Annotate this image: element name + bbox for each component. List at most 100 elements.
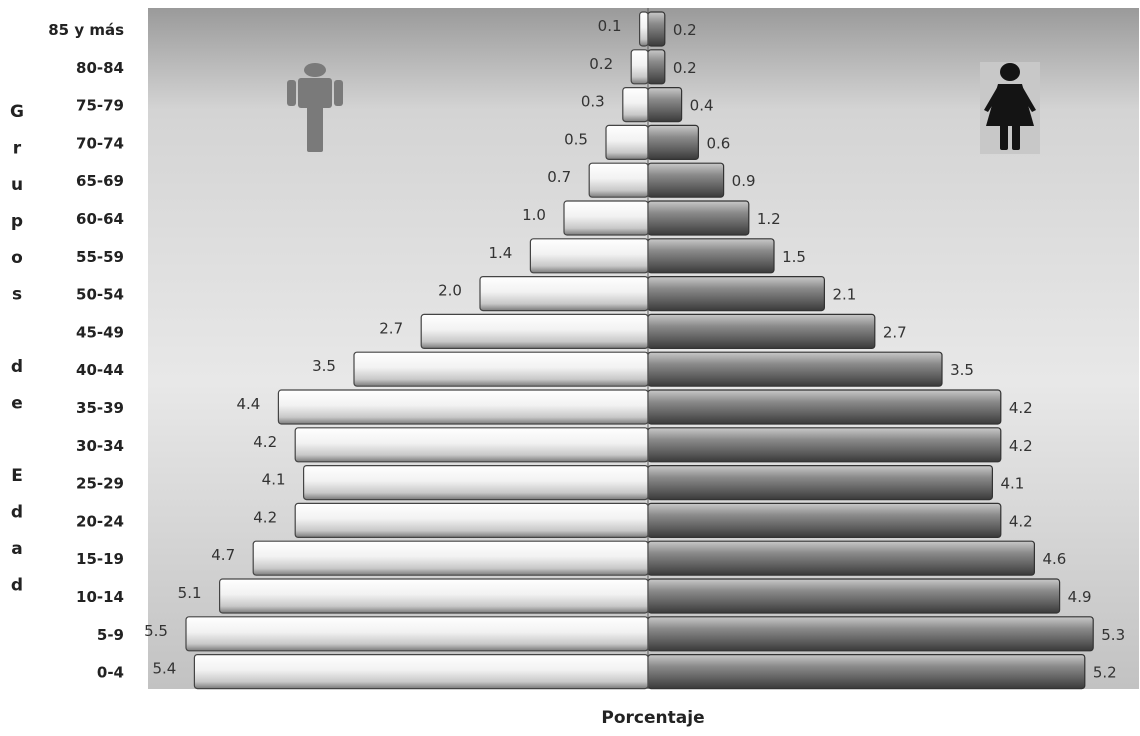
category-label: 10-14: [76, 588, 124, 606]
value-label-left: 4.7: [211, 546, 235, 564]
category-label: 25-29: [76, 475, 124, 493]
value-label-right: 5.3: [1101, 626, 1125, 644]
category-label: 35-39: [76, 399, 124, 417]
value-label-left: 4.2: [253, 508, 277, 526]
bar-right-15: [647, 578, 1061, 614]
bar-right-12: [647, 465, 993, 501]
x-axis-label: Porcentaje: [601, 708, 704, 728]
value-label-right: 0.9: [732, 172, 756, 190]
bar-right-2: [647, 86, 683, 123]
y-axis-label-letter: u: [11, 175, 23, 195]
bar-right-7: [647, 276, 825, 312]
value-label-left: 4.4: [236, 395, 260, 413]
y-axis-label-letter: d: [11, 357, 23, 377]
value-label-right: 2.1: [832, 286, 856, 304]
category-label: 70-74: [76, 134, 124, 152]
bar-left-6: [529, 238, 649, 274]
y-axis-label-letter: p: [11, 212, 23, 232]
bar-left-13: [294, 502, 649, 538]
bar-right-10: [647, 389, 1002, 425]
bar-left-14: [252, 540, 649, 576]
bar-left-9: [353, 351, 649, 387]
female-figure-icon: [980, 62, 1040, 154]
bar-right-8: [647, 313, 876, 349]
value-label-right: 5.2: [1093, 664, 1117, 682]
value-label-left: 0.3: [581, 93, 605, 111]
category-label: 75-79: [76, 97, 124, 115]
bar-left-2: [622, 86, 649, 123]
bar-left-16: [185, 616, 649, 652]
value-label-right: 0.2: [673, 21, 697, 39]
bar-left-12: [303, 465, 649, 501]
bar-right-17: [647, 653, 1086, 690]
value-label-right: 2.7: [883, 323, 907, 341]
category-label: 55-59: [76, 248, 124, 266]
y-axis-label-letter: s: [12, 285, 22, 305]
y-axis-label-letter: e: [11, 394, 23, 414]
category-label: 40-44: [76, 361, 124, 379]
value-label-right: 0.4: [690, 97, 714, 115]
value-label-right: 4.9: [1068, 588, 1092, 606]
bar-right-14: [647, 540, 1035, 576]
value-label-left: 5.4: [152, 660, 176, 678]
value-label-right: 4.2: [1009, 399, 1033, 417]
category-label: 45-49: [76, 323, 124, 341]
value-label-right: 4.2: [1009, 437, 1033, 455]
bar-right-6: [647, 238, 775, 274]
bar-left-17: [193, 653, 649, 690]
bar-left-15: [219, 578, 649, 614]
value-label-right: 4.1: [1000, 475, 1024, 493]
category-label: 20-24: [76, 512, 124, 530]
bar-right-9: [647, 351, 943, 387]
bar-left-8: [420, 313, 649, 349]
bar-left-4: [588, 162, 649, 198]
value-label-left: 1.4: [488, 244, 512, 262]
y-axis-label-letter: a: [11, 539, 22, 559]
y-axis-label-letter: d: [11, 503, 23, 523]
value-label-left: 1.0: [522, 206, 546, 224]
bar-left-7: [479, 276, 649, 312]
bar-left-10: [277, 389, 649, 425]
category-label: 30-34: [76, 437, 124, 455]
value-label-left: 2.0: [438, 282, 462, 300]
category-label: 60-64: [76, 210, 124, 228]
category-label: 50-54: [76, 286, 124, 304]
bar-right-1: [647, 49, 666, 85]
category-label: 65-69: [76, 172, 124, 190]
value-label-left: 5.5: [144, 622, 168, 640]
value-labels-group: 0.1 0.2 0.2 0.2 0.3 0.4 0.5 0.6 0.7 0.9 1.0 1.2 1.4 1…: [144, 17, 1125, 682]
bar-right-16: [647, 616, 1094, 652]
value-label-right: 1.5: [782, 248, 806, 266]
bars-group: [185, 8, 1094, 690]
male-figure-icon: [287, 63, 343, 152]
category-label: 5-9: [97, 626, 124, 644]
category-label: 15-19: [76, 550, 124, 568]
bar-left-3: [605, 124, 649, 161]
value-label-left: 2.7: [379, 319, 403, 337]
value-label-right: 4.6: [1042, 550, 1066, 568]
bar-right-4: [647, 162, 725, 198]
bar-left-5: [563, 200, 649, 236]
y-axis-label-letter: o: [11, 248, 23, 268]
bar-right-5: [647, 200, 750, 236]
bar-left-11: [294, 427, 649, 463]
value-label-left: 0.7: [547, 168, 571, 186]
bar-right-0: [647, 11, 666, 47]
value-label-left: 0.2: [589, 55, 613, 73]
y-axis-label-letter: E: [11, 466, 23, 486]
value-label-right: 3.5: [950, 361, 974, 379]
value-label-right: 0.2: [673, 59, 697, 77]
bar-left-0: [638, 11, 649, 47]
value-label-left: 3.5: [312, 357, 336, 375]
y-axis-label-letter: d: [11, 576, 23, 596]
bar-right-3: [647, 124, 700, 161]
bar-right-11: [647, 427, 1002, 463]
category-label: 0-4: [97, 664, 124, 682]
y-axis-label-letter: G: [10, 102, 24, 122]
value-label-left: 0.1: [598, 17, 622, 35]
value-label-left: 0.5: [564, 130, 588, 148]
value-label-right: 4.2: [1009, 512, 1033, 530]
